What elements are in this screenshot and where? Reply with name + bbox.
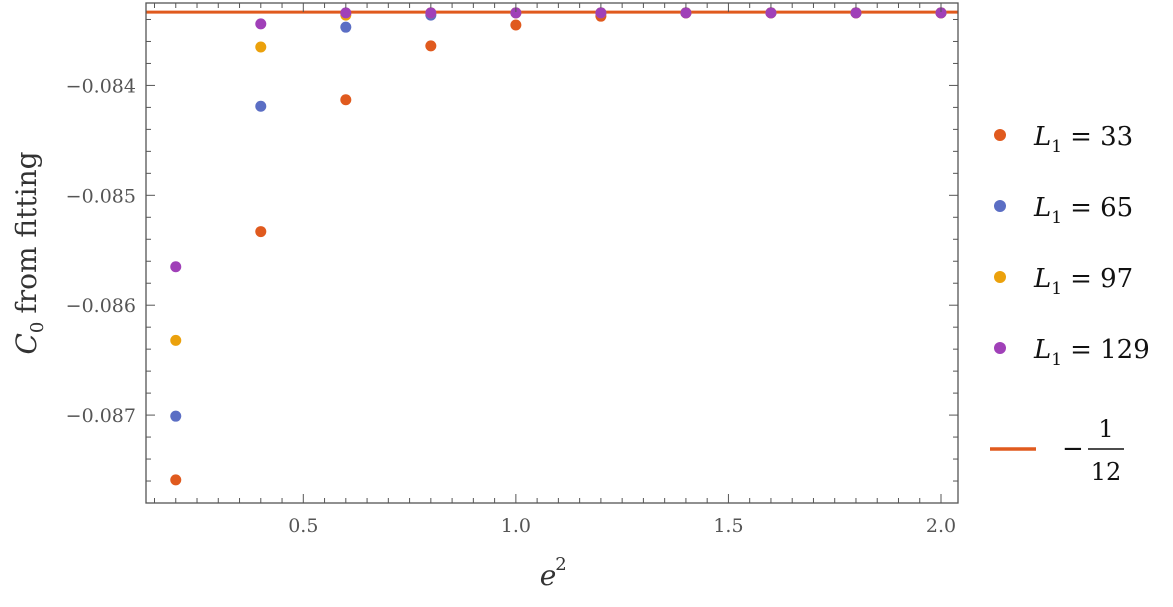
data-point [935, 7, 947, 19]
legend-label-subscript: 1 [1051, 350, 1062, 370]
legend-label-subscript: 1 [1051, 208, 1062, 228]
legend-label-symbol: L [1033, 193, 1051, 223]
y-axis-title-rest: from fitting [10, 151, 43, 313]
data-point [425, 40, 437, 52]
series-3 [170, 7, 947, 346]
data-point [255, 41, 267, 53]
data-point [680, 7, 692, 19]
x-axis-title: e [540, 559, 557, 592]
y-tick-label: −0.087 [66, 405, 136, 427]
data-point [255, 226, 267, 238]
legend-marker [994, 129, 1006, 141]
data-point [510, 7, 522, 19]
y-tick-label: −0.086 [66, 295, 136, 317]
legend-label-symbol: L [1033, 264, 1051, 294]
y-tick-label: −0.084 [66, 75, 136, 97]
data-point [255, 18, 267, 30]
legend-marker [994, 200, 1006, 212]
legend-label-symbol: L [1033, 335, 1051, 365]
x-tick-label: 1.0 [501, 515, 531, 537]
data-point [850, 7, 862, 19]
legend-fraction-denominator: 12 [1091, 458, 1122, 486]
y-axis-title-subscript: 0 [27, 322, 48, 333]
data-point [595, 7, 607, 19]
data-point [765, 7, 777, 19]
legend-label-subscript: 1 [1051, 279, 1062, 299]
legend-label-value: = 129 [1070, 335, 1150, 365]
data-point [510, 19, 522, 31]
legend-label: L1 = 33 [1033, 122, 1133, 157]
legend-fraction-numerator: 1 [1098, 415, 1113, 443]
legend-label-value: = 97 [1070, 264, 1133, 294]
data-point [255, 100, 267, 112]
data-point [170, 261, 182, 273]
plot-frame [145, 2, 959, 504]
legend-label: L1 = 97 [1033, 264, 1133, 299]
legend-label-value: = 33 [1070, 122, 1133, 152]
data-point [170, 474, 182, 486]
data-point [340, 94, 352, 106]
series-1 [170, 7, 947, 486]
data-point [170, 334, 182, 346]
y-axis-title-symbol: C [10, 333, 43, 354]
legend-label: L1 = 65 [1033, 193, 1133, 228]
x-axis-title-superscript: 2 [555, 554, 566, 575]
data-point [170, 410, 182, 422]
legend-label-value: = 65 [1070, 193, 1133, 223]
plot-area [146, 7, 958, 486]
y-axis-title: C0 from fitting [10, 151, 48, 354]
x-tick-label: 0.5 [288, 515, 318, 537]
legend-marker [994, 342, 1006, 354]
data-point [340, 21, 352, 33]
data-point [425, 7, 437, 19]
legend-label: L1 = 129 [1033, 335, 1150, 370]
series-2 [170, 7, 947, 422]
data-point [340, 7, 352, 19]
x-tick-label: 2.0 [926, 515, 956, 537]
axes: 0.5 1.0 1.5 2.0 −0.084 −0.085 −0.086 −0.087 e2 C0… [10, 2, 959, 592]
y-tick-label: −0.085 [66, 185, 136, 207]
series-4 [170, 7, 947, 273]
y-axis-title-text: C0 from fitting [10, 151, 48, 354]
legend-marker [994, 271, 1006, 283]
x-tick-label: 1.5 [713, 515, 743, 537]
legend-label-symbol: L [1033, 122, 1051, 152]
legend-label-subscript: 1 [1051, 137, 1062, 157]
legend-fraction-sign: − [1062, 434, 1084, 464]
